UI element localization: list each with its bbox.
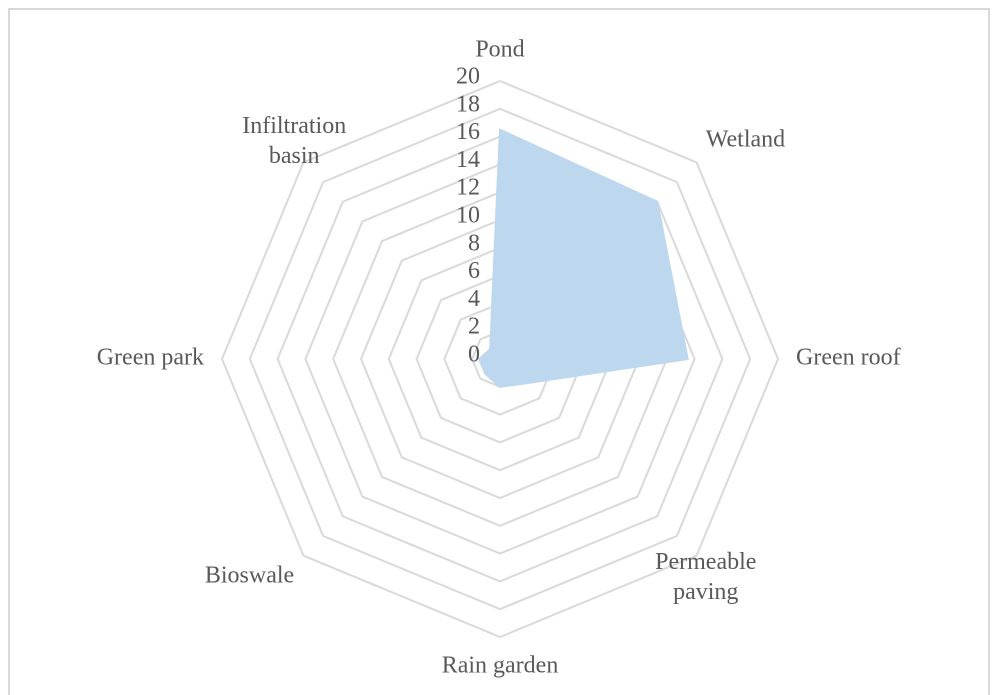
category-label: Wetland — [706, 127, 785, 153]
radar-area — [477, 128, 689, 388]
category-label: Green park — [97, 345, 204, 371]
category-label: Infiltration basin — [242, 113, 346, 169]
r-tick-label: 0 — [468, 342, 480, 368]
grid-ring — [220, 79, 780, 639]
r-tick-label: 18 — [456, 91, 480, 117]
r-tick-label: 6 — [468, 258, 480, 284]
category-label: Green roof — [796, 345, 901, 371]
grid-ring — [248, 107, 752, 611]
r-tick-label: 10 — [456, 203, 480, 229]
category-label: Permeable paving — [655, 548, 756, 604]
r-tick-label: 8 — [468, 230, 480, 256]
r-tick-label: 14 — [456, 147, 480, 173]
r-tick-label: 12 — [456, 175, 480, 201]
r-tick-label: 20 — [456, 64, 480, 90]
r-tick-label: 4 — [468, 286, 480, 312]
category-label: Rain garden — [442, 653, 559, 679]
r-tick-label: 2 — [468, 314, 480, 340]
category-label: Pond — [475, 37, 524, 63]
grid-ring — [276, 135, 724, 583]
category-label: Bioswale — [205, 562, 294, 588]
r-tick-label: 16 — [456, 119, 480, 145]
